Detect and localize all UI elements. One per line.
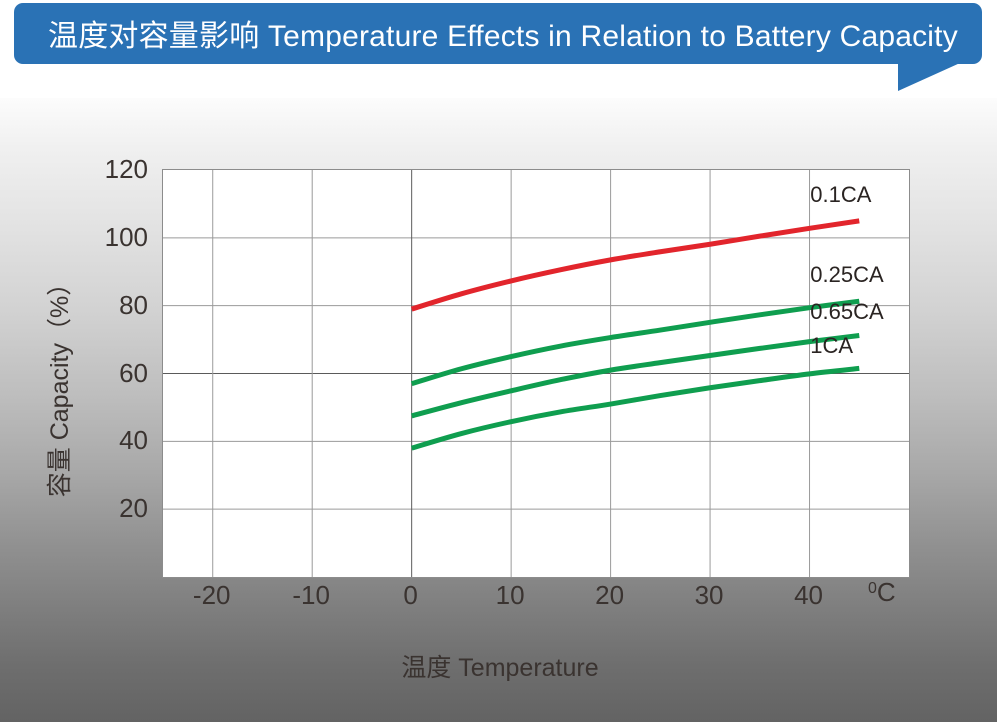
x-tick-label: -10	[292, 580, 330, 610]
series-label-1ca: 1CA	[810, 333, 854, 359]
y-tick-label: 100	[104, 221, 148, 252]
title-banner: 温度对容量影响 Temperature Effects in Relation …	[0, 0, 997, 98]
y-tick-label: 20	[119, 493, 148, 524]
y-tick-label: 40	[119, 425, 148, 456]
y-tick-label: 80	[119, 289, 148, 320]
series-label-0.25ca: 0.25CA	[810, 262, 884, 288]
series-lines	[410, 218, 860, 451]
banner-tail-icon	[898, 63, 960, 91]
series-line-0.25ca	[410, 298, 860, 387]
page-title: 温度对容量影响 Temperature Effects in Relation …	[48, 19, 958, 53]
x-axis-unit-base: C	[876, 577, 896, 607]
x-axis-unit: 0C	[868, 579, 896, 605]
x-tick-label: 40	[794, 580, 823, 610]
x-tick-label: 10	[495, 580, 525, 610]
x-tick-label: 30	[694, 580, 724, 610]
series-label-0.1ca: 0.1CA	[810, 181, 872, 207]
series-line-0.1ca	[410, 218, 860, 312]
y-tick-label: 60	[119, 357, 148, 388]
series-line-0.65ca	[411, 333, 860, 419]
x-axis-ticks: 0C -20 -10 0 10 20 30 40	[0, 98, 997, 722]
y-axis-ticks: 20 40 60 80 100 120	[78, 98, 148, 722]
banner-background: 温度对容量影响 Temperature Effects in Relation …	[14, 3, 982, 64]
x-axis-unit-superscript: 0	[868, 580, 877, 597]
chart-plot-svg	[163, 170, 909, 577]
gridlines	[163, 170, 909, 577]
chart-panel: 20 40 60 80 100 120 0C -20 -10 0 10 20 30 40 0.1CA 0…	[0, 98, 997, 722]
x-tick-label: 20	[595, 580, 625, 610]
series-label-0.65ca: 0.65CA	[810, 298, 884, 324]
y-tick-label: 120	[104, 154, 148, 184]
x-axis-title: 温度 Temperature	[401, 654, 599, 682]
y-axis-title: 容量 Capacity（%）	[46, 270, 74, 498]
x-tick-label: 0	[403, 580, 418, 610]
series-line-1ca	[410, 365, 860, 451]
plot-area	[162, 169, 910, 578]
x-tick-label: -20	[192, 580, 231, 610]
